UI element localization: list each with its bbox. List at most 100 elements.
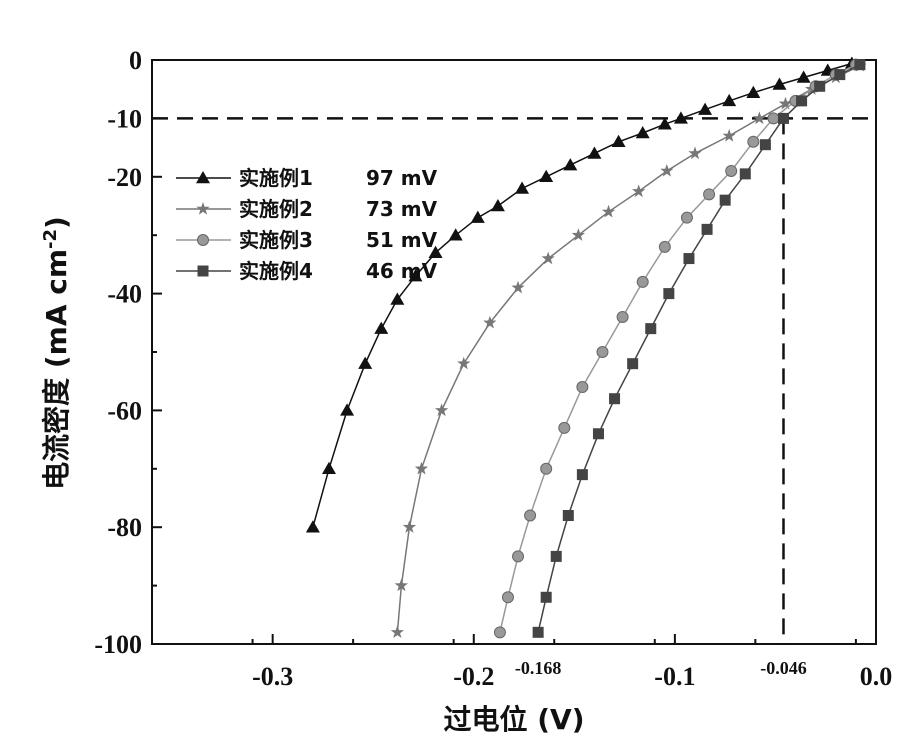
series-line (499, 64, 857, 633)
data-point (340, 403, 355, 416)
legend-entry-2: 实施例2 73 mV (176, 197, 438, 221)
series-2 (390, 58, 867, 638)
data-point (601, 204, 616, 218)
data-point (483, 315, 497, 329)
data-point (632, 184, 646, 198)
data-point (448, 228, 463, 241)
data-point (321, 461, 336, 475)
data-point (616, 310, 629, 323)
legend-entry-4: 实施例4 46 mV (176, 259, 438, 283)
data-point (592, 428, 604, 440)
data-point (722, 128, 736, 142)
data-point (636, 275, 649, 288)
data-point (402, 520, 417, 533)
data-point (524, 509, 537, 522)
data-point (394, 578, 408, 592)
data-point (428, 245, 443, 258)
data-point (834, 69, 846, 81)
x-tick-label: -0.1 (654, 662, 695, 691)
y-tick-label: -40 (107, 280, 142, 309)
data-point (511, 280, 525, 294)
legend-value: 51 mV (366, 228, 438, 252)
series-line (396, 65, 861, 633)
legend-name: 实施例4 (239, 259, 313, 283)
data-point (358, 356, 373, 369)
y-tick-label: -20 (107, 163, 142, 192)
data-point (390, 625, 404, 638)
data-point (541, 251, 555, 265)
reference-extra-x-label: -0.168 (515, 658, 562, 678)
data-point (374, 321, 389, 334)
data-point (596, 346, 609, 358)
y-axis-title-close: ) (40, 216, 73, 229)
data-point (587, 146, 602, 159)
series-line (537, 64, 861, 633)
data-point (680, 211, 693, 224)
data-point (663, 288, 675, 300)
data-point (408, 269, 423, 282)
data-point (563, 158, 578, 171)
legend-value: 46 mV (366, 259, 438, 283)
data-point (611, 134, 626, 148)
y-tick-label: -60 (107, 396, 142, 425)
data-point (558, 421, 571, 434)
data-point (752, 111, 766, 125)
data-point (532, 626, 544, 638)
data-point (645, 323, 657, 335)
data-point (698, 102, 713, 115)
data-point (657, 117, 672, 130)
legend-value: 97 mV (366, 166, 438, 190)
data-point (550, 550, 562, 562)
data-point (305, 520, 320, 533)
data-point (512, 550, 525, 563)
data-point (490, 199, 505, 212)
data-point (683, 253, 695, 265)
data-point (562, 510, 574, 522)
data-point (635, 126, 650, 139)
data-point (660, 164, 674, 177)
data-point (778, 96, 793, 110)
data-point (796, 70, 811, 83)
legend-name: 实施例1 (239, 166, 313, 190)
data-point (414, 461, 429, 475)
y-tick-label: -10 (107, 104, 142, 133)
data-point (688, 146, 702, 160)
data-point (493, 626, 506, 639)
data-point (747, 135, 760, 148)
data-point (746, 85, 761, 98)
data-point (434, 403, 449, 417)
y-axis-title-main: 电流密度 (mA cm (40, 249, 73, 490)
data-point (457, 356, 471, 370)
data-point (725, 164, 738, 177)
y-tick-label: -80 (107, 513, 142, 542)
data-point (854, 59, 866, 71)
legend-name: 实施例2 (239, 197, 313, 221)
legend-entry-3: 实施例3 51 mV (176, 228, 438, 252)
reference-lines (152, 117, 876, 644)
x-axis-title: 过电位 (V) (443, 703, 584, 736)
data-point (739, 168, 751, 180)
legend-marker (196, 202, 210, 215)
y-tick-label: -100 (94, 630, 142, 659)
x-tick-label: -0.3 (252, 662, 293, 691)
y-axis-title: 电流密度 (mA cm-2) (40, 216, 73, 490)
data-point (540, 462, 553, 475)
data-point (796, 95, 808, 107)
data-point (814, 80, 826, 92)
axes: -0.3 -0.2 -0.1 0.0 0 -10 -20 -40 -60 -80 -100 -0.04… (94, 46, 892, 691)
series-4 (532, 59, 866, 638)
reference-x-label: -0.046 (760, 658, 807, 678)
data-point (673, 111, 688, 124)
data-point (759, 139, 771, 151)
data-point (719, 194, 731, 206)
data-point (540, 591, 552, 603)
data-point (539, 169, 554, 183)
data-point (658, 240, 671, 253)
x-tick-label: 0.0 (860, 662, 893, 691)
data-point (772, 77, 787, 90)
data-point (501, 591, 514, 604)
data-point (576, 381, 589, 394)
data-point (767, 112, 780, 125)
x-tick-label: -0.2 (453, 662, 494, 691)
